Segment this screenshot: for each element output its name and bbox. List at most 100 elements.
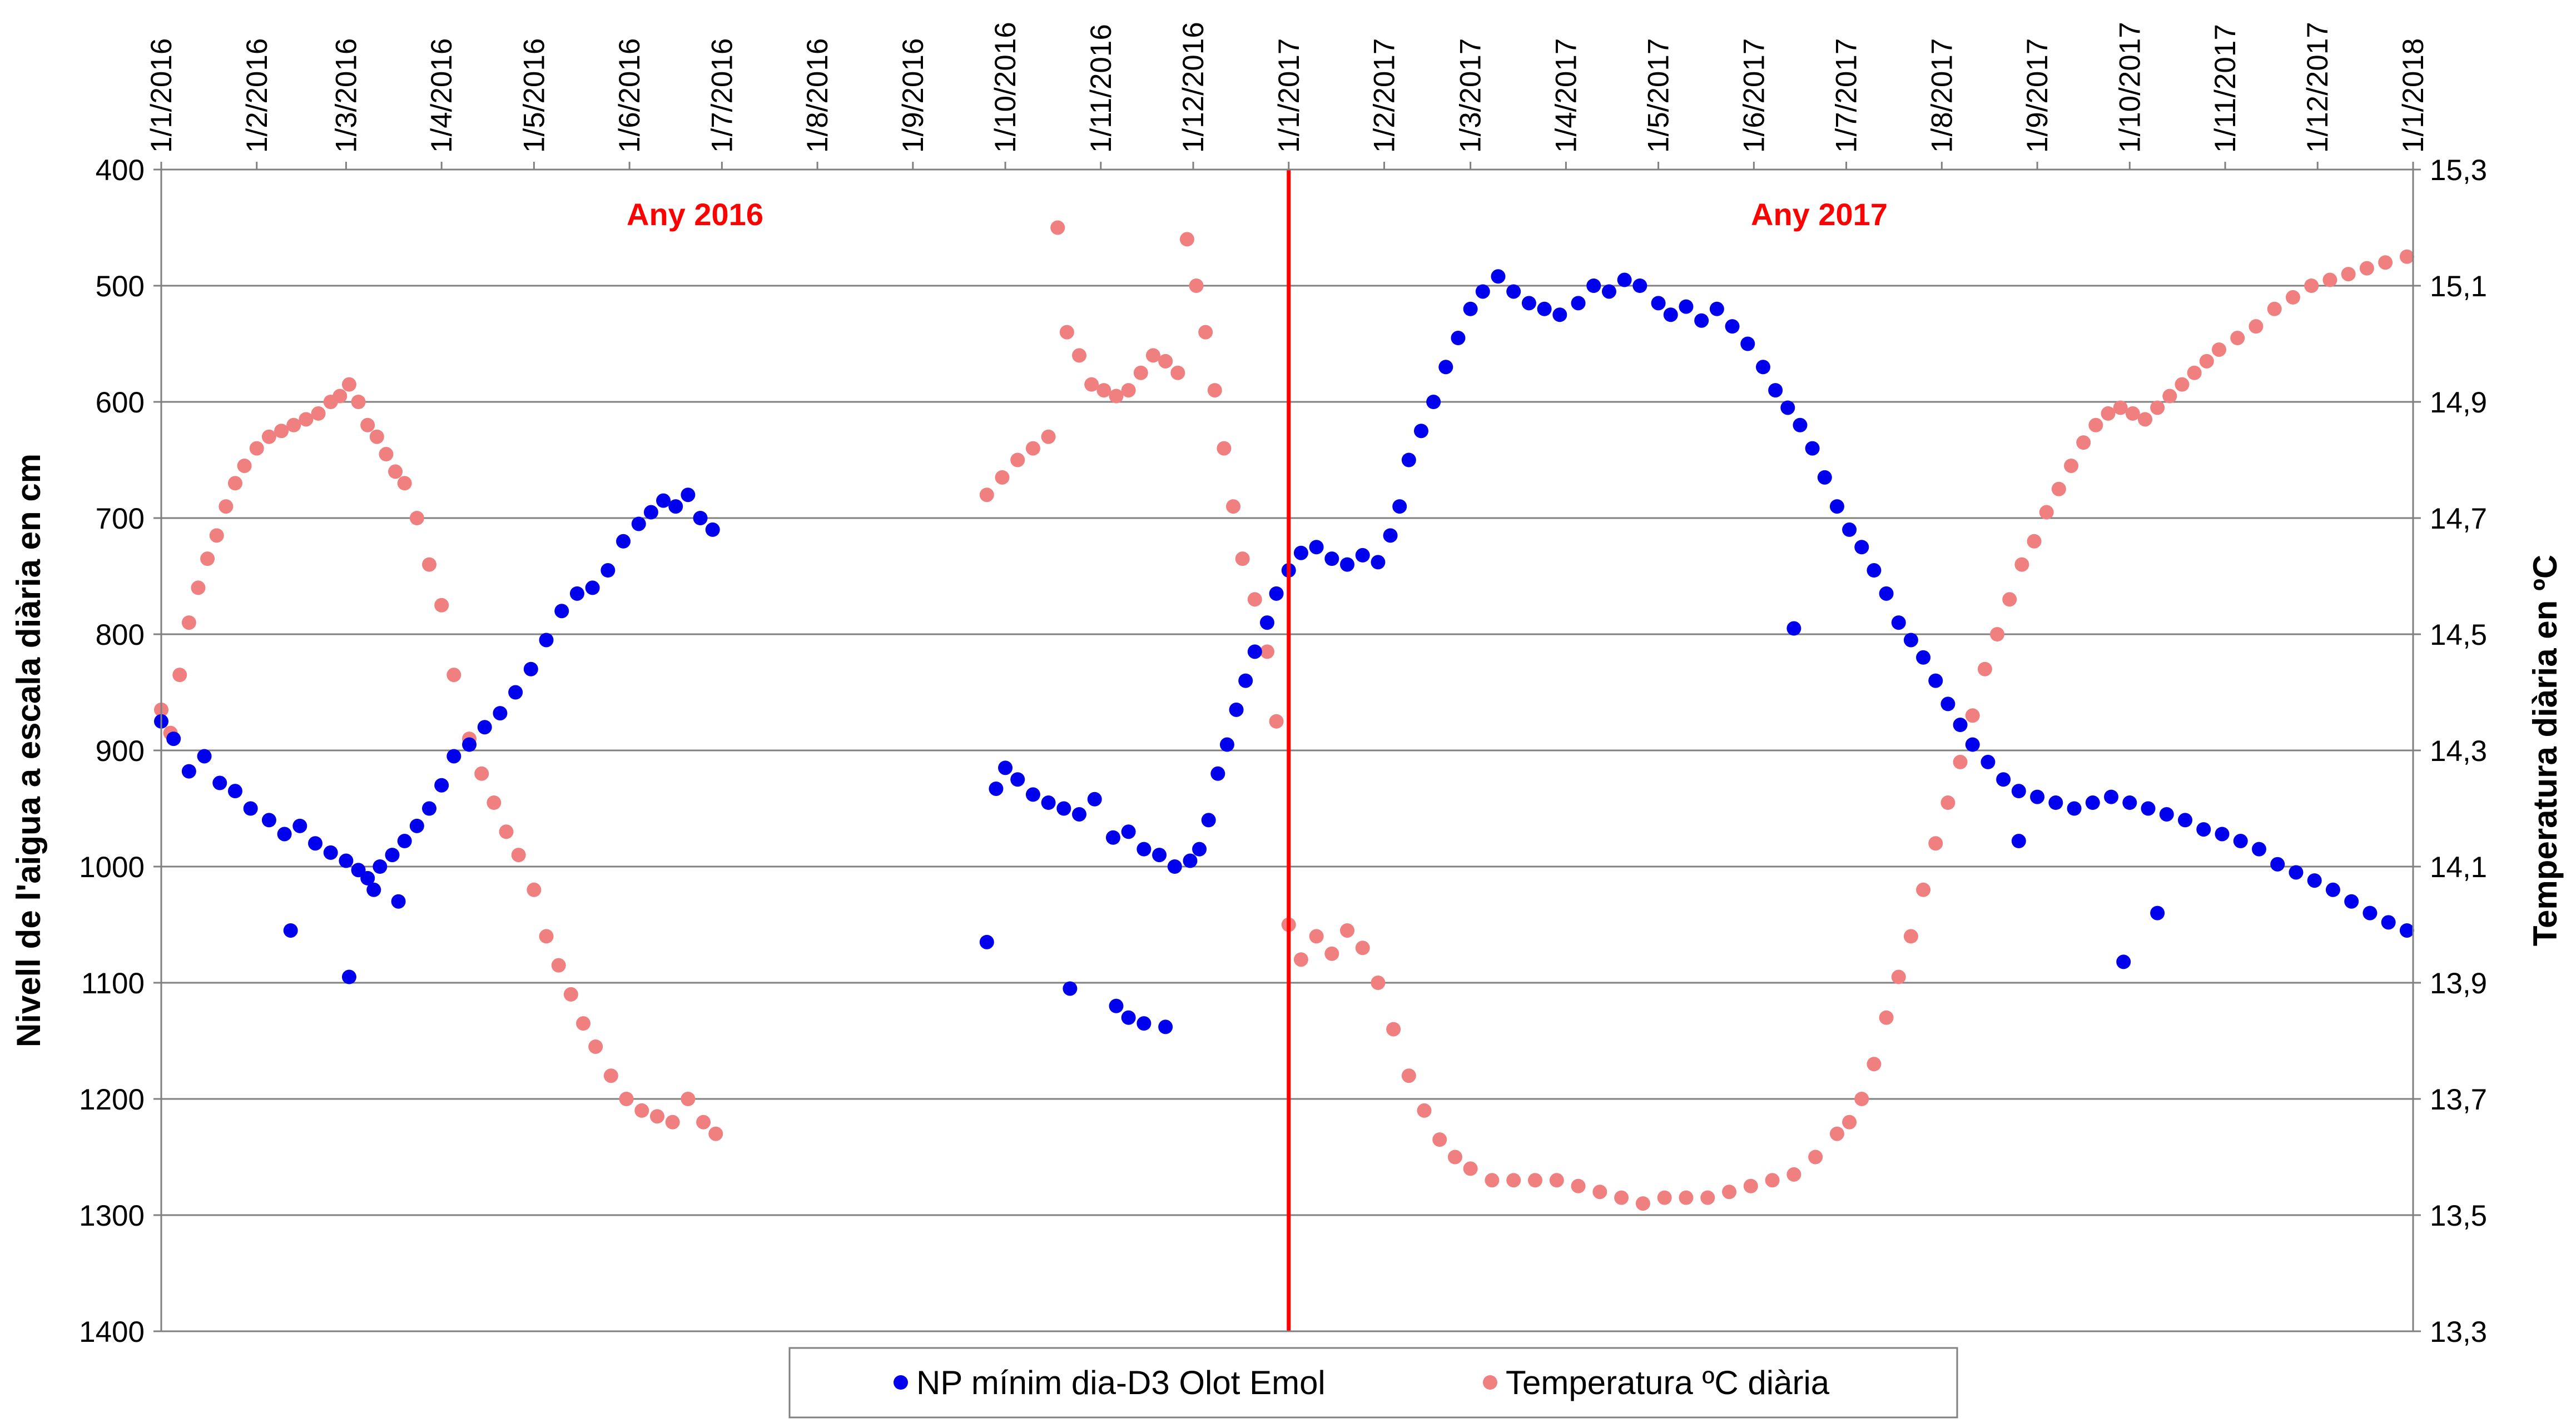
data-point-np [1136, 1016, 1151, 1031]
data-point-np [1183, 853, 1198, 868]
x-tick-label: 1/8/2016 [801, 38, 834, 153]
data-point-np [366, 882, 381, 897]
data-point-np [1259, 615, 1274, 630]
data-point-np [1891, 615, 1906, 630]
data-point-temperatura [446, 668, 461, 683]
data-point-np [277, 827, 292, 842]
data-point-temperatura [351, 395, 366, 409]
data-point-temperatura [2359, 261, 2374, 276]
data-point-temperatura [1072, 348, 1087, 363]
data-point-temperatura [2088, 417, 2103, 432]
right-axis-title: Temperatura diària en ºC [2527, 555, 2564, 946]
data-point-temperatura [603, 1068, 618, 1083]
data-point-np [539, 633, 554, 648]
data-point-np [1829, 499, 1844, 514]
data-point-np [261, 813, 276, 828]
data-point-temperatura [1700, 1190, 1715, 1205]
data-point-temperatura [696, 1114, 711, 1130]
right-tick-label: 13,7 [2430, 1083, 2487, 1116]
data-point-np [1725, 319, 1740, 334]
data-point-np [1414, 424, 1429, 439]
data-point-temperatura [2027, 534, 2042, 549]
data-point-temperatura [397, 476, 412, 491]
data-point-np [1601, 284, 1616, 299]
data-point-temperatura [434, 598, 449, 613]
data-point-np [1475, 284, 1490, 299]
data-point-np [1072, 807, 1087, 822]
data-point-temperatura [191, 580, 206, 595]
data-point-temperatura [2249, 319, 2264, 334]
data-point-np [2159, 807, 2174, 822]
data-point-temperatura [487, 795, 502, 810]
x-tick-label: 1/3/2017 [1455, 38, 1487, 153]
left-tick-label: 1300 [79, 1200, 145, 1232]
annotation-2017: Any 2017 [1751, 197, 1888, 232]
data-point-np [1586, 278, 1601, 293]
data-point-np [2344, 894, 2359, 909]
right-tick-label: 15,1 [2430, 270, 2487, 303]
data-point-temperatura [1293, 952, 1308, 967]
data-point-temperatura [1235, 551, 1250, 566]
data-point-temperatura [360, 417, 375, 432]
data-point-temperatura [1891, 969, 1906, 984]
data-point-np [493, 706, 508, 721]
legend: NP mínim dia-D3 Olot Emol Temperatura ºC… [788, 1347, 1958, 1419]
left-tick-label: 400 [96, 154, 145, 187]
data-point-temperatura [681, 1092, 696, 1106]
data-point-np [1965, 737, 1980, 752]
data-point-temperatura [1808, 1150, 1823, 1165]
data-point-temperatura [1990, 627, 2005, 641]
data-point-np [1928, 673, 1943, 688]
data-point-np [2307, 873, 2322, 888]
data-point-temperatura [619, 1092, 634, 1106]
data-point-np [2085, 795, 2100, 810]
data-point-np [681, 487, 696, 502]
data-point-np [1201, 813, 1216, 828]
data-point-np [1805, 441, 1820, 456]
data-point-np [1793, 417, 1808, 432]
data-point-np [1219, 737, 1234, 752]
data-point-temperatura [1050, 220, 1065, 235]
right-tick-label: 14,3 [2430, 735, 2487, 768]
data-point-temperatura [1903, 929, 1918, 944]
right-tick-label: 14,9 [2430, 386, 2487, 419]
data-point-temperatura [1170, 365, 1185, 380]
data-point-np [1694, 313, 1709, 328]
data-point-temperatura [1965, 708, 1980, 723]
data-point-temperatura [1189, 278, 1204, 293]
data-point-temperatura [708, 1126, 723, 1141]
x-tick-label: 1/10/2016 [989, 22, 1022, 153]
right-tick-label: 13,9 [2430, 967, 2487, 1000]
left-axis-title: Nivell de l'aigua a escala diària en cm [10, 454, 47, 1047]
data-point-np [1755, 360, 1770, 375]
x-tick-label: 1/11/2017 [2209, 24, 2242, 153]
data-point-np [2067, 801, 2082, 816]
data-point-temperatura [2341, 267, 2356, 282]
data-point-temperatura [1158, 354, 1173, 369]
data-point-np [1293, 545, 1308, 560]
data-point-np [1167, 859, 1182, 874]
data-point-temperatura [286, 417, 301, 432]
x-tick-label: 1/11/2016 [1085, 24, 1118, 153]
left-tick-label: 1100 [81, 967, 145, 1000]
data-point-temperatura [274, 424, 289, 439]
data-point-temperatura [200, 551, 215, 566]
data-point-temperatura [1371, 976, 1386, 990]
data-point-temperatura [2211, 342, 2226, 357]
data-point-np [705, 522, 720, 537]
data-point-np [1063, 981, 1078, 996]
legend-marker-temperatura [1483, 1375, 1497, 1390]
data-point-np [1401, 452, 1416, 467]
data-point-temperatura [979, 487, 994, 502]
data-point-np [1552, 307, 1567, 322]
data-point-temperatura [2322, 272, 2337, 287]
left-tick-label: 1000 [79, 851, 145, 884]
data-point-np [693, 511, 708, 525]
data-point-np [341, 969, 356, 984]
plot-border [160, 168, 2414, 1332]
data-point-np [508, 685, 523, 700]
data-point-np [1451, 331, 1466, 346]
legend-marker-np [894, 1375, 908, 1390]
data-point-np [181, 764, 196, 779]
data-point-np [1309, 540, 1324, 555]
